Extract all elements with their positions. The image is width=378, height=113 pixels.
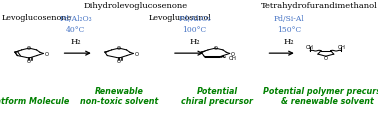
Text: Pd/Al₂O₃: Pd/Al₂O₃ (178, 15, 211, 23)
Text: O: O (27, 45, 31, 50)
Text: O: O (117, 45, 121, 50)
Text: O: O (231, 52, 235, 56)
Text: Platform Molecule: Platform Molecule (0, 96, 70, 105)
Text: H₂: H₂ (189, 37, 200, 45)
Text: O: O (27, 59, 31, 64)
Text: OH: OH (306, 45, 314, 49)
Text: Renewable
non-toxic solvent: Renewable non-toxic solvent (80, 86, 158, 105)
Text: Pd/Al₂O₃: Pd/Al₂O₃ (59, 15, 92, 23)
Text: Potential polymer precursor
& renewable solvent: Potential polymer precursor & renewable … (263, 86, 378, 105)
Text: O: O (135, 52, 139, 56)
Text: Levoglucosanol: Levoglucosanol (148, 14, 211, 21)
Text: O: O (324, 55, 328, 60)
Text: Potential
chiral precursor: Potential chiral precursor (181, 86, 253, 105)
Text: 40°C: 40°C (66, 25, 85, 33)
Text: O: O (214, 45, 217, 50)
Text: O: O (45, 52, 49, 56)
Text: 100°C: 100°C (183, 25, 207, 33)
Text: 150°C: 150°C (277, 25, 301, 33)
Text: Pd/Si-Al: Pd/Si-Al (274, 15, 305, 23)
Polygon shape (104, 50, 112, 53)
Text: OH: OH (338, 45, 345, 49)
Text: Tetrahydrofurandimethanol: Tetrahydrofurandimethanol (261, 2, 378, 10)
Text: H₂: H₂ (284, 37, 294, 45)
Text: O: O (117, 59, 121, 64)
Text: OH: OH (229, 55, 237, 60)
Text: Levoglucosenone: Levoglucosenone (2, 14, 72, 21)
Polygon shape (200, 50, 208, 53)
Polygon shape (14, 50, 22, 53)
Text: H₂: H₂ (70, 37, 81, 45)
Text: Dihydrolevoglucosenone: Dihydrolevoglucosenone (84, 2, 188, 10)
